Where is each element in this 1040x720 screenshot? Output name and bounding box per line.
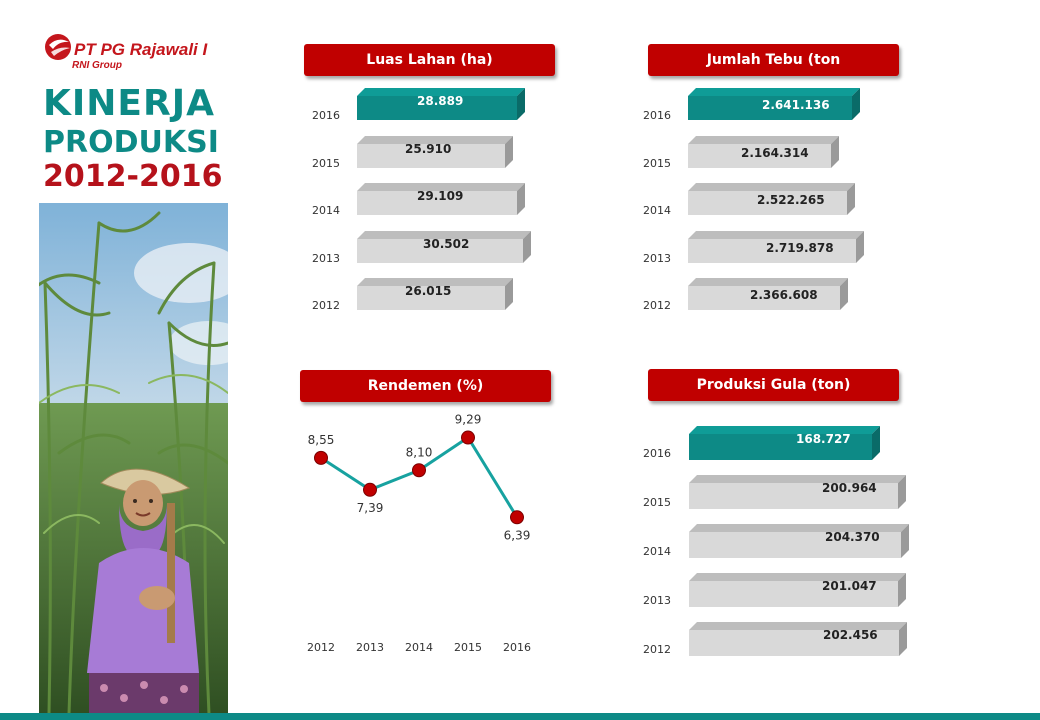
year-label: 2013 xyxy=(312,251,340,265)
data-point xyxy=(314,450,328,465)
bar-value-label: 29.109 xyxy=(417,189,464,203)
page-title-line1: KINERJA xyxy=(43,83,215,124)
bar xyxy=(689,475,906,509)
rajawali-logo-icon xyxy=(45,34,71,60)
year-label: 2016 xyxy=(643,447,671,460)
year-label: 2013 xyxy=(643,251,671,265)
data-label: 7,39 xyxy=(357,501,384,515)
year-label: 2015 xyxy=(643,156,671,170)
bar-value-label: 26.015 xyxy=(405,284,452,298)
bar xyxy=(357,183,525,215)
company-group: RNI Group xyxy=(72,60,122,71)
chart-header-rendemen: Rendemen (%) xyxy=(300,370,551,402)
bar-value-label: 2.719.878 xyxy=(766,240,834,255)
chart-header-jumlah-tebu: Jumlah Tebu (ton xyxy=(648,44,899,76)
page-title-line3: 2012-2016 xyxy=(43,159,223,194)
bar xyxy=(688,88,860,120)
bar xyxy=(689,426,880,460)
company-logo: PT PG Rajawali I RNI Group xyxy=(42,30,242,74)
bar-value-label: 201.047 xyxy=(822,579,877,593)
year-label: 2015 xyxy=(312,156,340,170)
farmer-photo xyxy=(39,203,228,714)
bar xyxy=(688,183,855,215)
bar-value-label: 2.641.136 xyxy=(762,98,830,112)
x-tick-label: 2013 xyxy=(356,641,384,654)
bar-value-label: 204.370 xyxy=(825,530,880,544)
x-tick-label: 2015 xyxy=(454,641,482,654)
bar xyxy=(689,622,907,656)
x-tick-label: 2016 xyxy=(503,641,531,654)
bar-value-label: 2.164.314 xyxy=(741,145,809,160)
footer-bar xyxy=(0,713,1040,720)
bar xyxy=(689,573,906,607)
bar xyxy=(357,135,513,168)
chart-rendemen: 8,55 2012 7,39 2013 8,10 2014 9,29 2015 6,39 2016 xyxy=(307,413,531,654)
year-label: 2014 xyxy=(312,204,340,217)
data-point xyxy=(363,482,377,497)
bar-value-label: 28.889 xyxy=(417,94,464,108)
chart-header-produksi-gula: Produksi Gula (ton) xyxy=(648,369,899,401)
year-label: 2014 xyxy=(643,204,671,217)
bar-value-label: 200.964 xyxy=(822,481,877,495)
bar-value-label: 202.456 xyxy=(823,628,878,642)
data-point xyxy=(510,510,524,525)
bar-value-label: 30.502 xyxy=(423,236,470,251)
bar-value-label: 168.727 xyxy=(796,432,851,446)
bar-value-label: 2.522.265 xyxy=(757,193,825,207)
year-label: 2016 xyxy=(643,109,671,122)
chart-header-luas-lahan: Luas Lahan (ha) xyxy=(304,44,555,76)
data-label: 8,55 xyxy=(308,433,335,447)
bar xyxy=(357,230,531,263)
year-label: 2013 xyxy=(643,594,671,607)
bar xyxy=(688,135,839,168)
year-label: 2016 xyxy=(312,109,340,122)
bar xyxy=(689,524,909,558)
x-tick-label: 2012 xyxy=(307,641,335,654)
page-title-line2: PRODUKSI xyxy=(43,125,219,160)
data-point xyxy=(461,430,475,445)
bar-value-label: 2.366.608 xyxy=(750,288,818,302)
year-label: 2012 xyxy=(643,643,671,656)
x-tick-label: 2014 xyxy=(405,641,433,654)
year-label: 2015 xyxy=(643,496,671,509)
bar-value-label: 25.910 xyxy=(405,141,452,156)
bar xyxy=(357,278,513,310)
company-name: PT PG Rajawali I xyxy=(74,40,208,59)
bar xyxy=(688,230,864,263)
data-point xyxy=(412,463,426,478)
data-label: 6,39 xyxy=(504,528,531,542)
year-label: 2012 xyxy=(643,299,671,312)
sugarcane-farmer-image xyxy=(39,203,228,714)
bar xyxy=(688,278,848,310)
year-label: 2014 xyxy=(643,545,671,558)
year-label: 2012 xyxy=(312,299,340,312)
bar xyxy=(357,88,525,120)
data-label: 8,10 xyxy=(406,445,433,459)
data-label: 9,29 xyxy=(455,413,482,427)
